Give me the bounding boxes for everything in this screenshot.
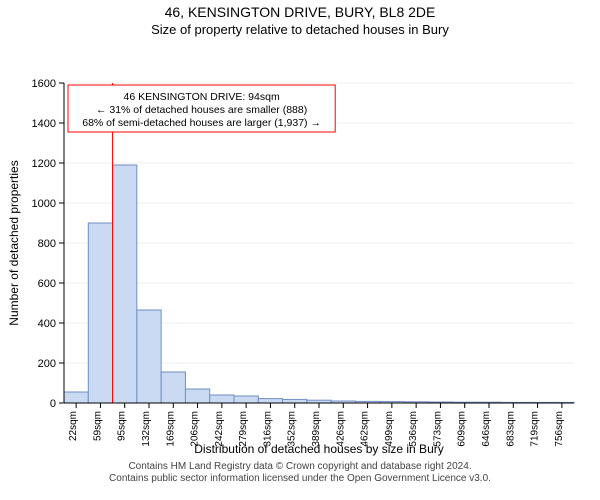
y-tick-label: 1000 — [32, 198, 56, 210]
bar — [234, 396, 258, 403]
footnote-line-1: Contains HM Land Registry data © Crown c… — [0, 461, 600, 473]
bar — [258, 399, 282, 403]
bar — [64, 392, 88, 403]
annotation-box: 46 KENSINGTON DRIVE: 94sqm← 31% of detac… — [68, 85, 335, 132]
footnote-line-2: Contains public sector information licen… — [0, 473, 600, 485]
bar — [137, 310, 161, 403]
page-title: 46, KENSINGTON DRIVE, BURY, BL8 2DE — [0, 4, 600, 20]
bar — [185, 389, 209, 403]
x-tick-label: 756sqm — [554, 411, 565, 447]
x-tick-label: 95sqm — [117, 411, 128, 441]
bar — [88, 223, 112, 403]
y-tick-label: 1600 — [32, 78, 56, 90]
y-tick-label: 400 — [38, 318, 56, 330]
y-tick-label: 200 — [38, 358, 56, 370]
y-axis-label: Number of detached properties — [7, 160, 21, 325]
x-tick-label: 609sqm — [457, 411, 468, 447]
y-tick-label: 800 — [38, 238, 56, 250]
x-tick-label: 132sqm — [141, 411, 152, 447]
y-tick-label: 0 — [50, 398, 56, 410]
x-tick-label: 59sqm — [92, 411, 103, 441]
chart-container: 0 200 400 600 800 1000 1200 1400 1600 22sqm 59sqm 9… — [0, 37, 600, 457]
bar — [283, 399, 307, 403]
annotation-line: ← 31% of detached houses are smaller (88… — [96, 104, 307, 116]
chart-subtitle: Size of property relative to detached ho… — [0, 22, 600, 37]
x-tick-label: 22sqm — [68, 411, 79, 441]
x-tick-label: 719sqm — [530, 411, 541, 447]
annotation-line: 46 KENSINGTON DRIVE: 94sqm — [124, 91, 280, 103]
annotation-line: 68% of semi-detached houses are larger (… — [82, 117, 321, 129]
x-tick-label: 683sqm — [505, 411, 516, 447]
x-tick-label: 169sqm — [165, 411, 176, 447]
x-axis-label: Distribution of detached houses by size … — [194, 442, 443, 456]
y-tick-label: 1200 — [32, 158, 56, 170]
footnote: Contains HM Land Registry data © Crown c… — [0, 461, 600, 485]
bar — [210, 395, 234, 403]
histogram-chart: 0 200 400 600 800 1000 1200 1400 1600 22sqm 59sqm 9… — [0, 37, 600, 457]
y-tick-label: 600 — [38, 278, 56, 290]
bar — [161, 372, 185, 403]
x-tick-label: 646sqm — [481, 411, 492, 447]
bar — [113, 165, 137, 403]
y-tick-label: 1400 — [32, 118, 56, 130]
